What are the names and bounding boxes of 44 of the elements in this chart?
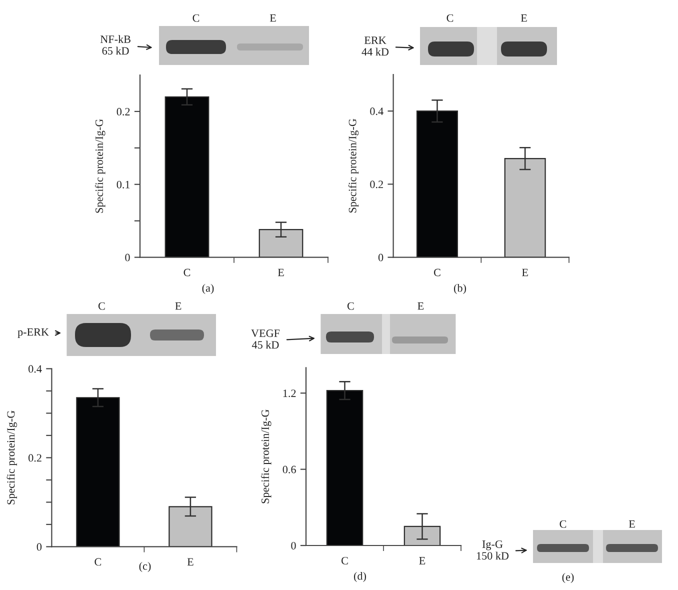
text: C <box>446 14 454 22</box>
y-tick-label: 0.2 <box>370 180 383 188</box>
x-tick-label: E <box>187 558 194 566</box>
y-tick-label: 0.4 <box>370 108 384 116</box>
text: C <box>347 302 354 310</box>
y-tick-label: 1.2 <box>283 390 296 398</box>
x-tick-label: C <box>94 558 102 566</box>
text: (e) <box>562 572 574 584</box>
text: C <box>560 520 566 528</box>
y-tick-label: 0.4 <box>28 365 42 373</box>
text: (b) <box>454 284 466 294</box>
x-tick-label: E <box>278 268 284 276</box>
y-tick-label: 0.2 <box>28 454 42 462</box>
y-tick-label: 0.6 <box>282 466 296 474</box>
text: E <box>175 302 182 310</box>
text: E <box>418 302 424 310</box>
x-tick-label: C <box>342 556 348 564</box>
x-tick-label: E <box>522 268 528 276</box>
text: C <box>192 14 200 22</box>
text: E <box>270 14 276 22</box>
y-axis-title: Specific protein/Ig-G <box>261 410 272 504</box>
x-tick-label: E <box>419 557 426 564</box>
text: NF-kB 65 kD <box>100 35 130 55</box>
y-tick-label: 0 <box>125 254 130 262</box>
text: E <box>520 14 527 22</box>
y-axis-title: Specific protein/Ig-G <box>6 410 17 504</box>
y-axis-title: Specific protein/Ig-G <box>348 118 359 213</box>
text: Ig-G 150 kD <box>476 540 509 560</box>
y-tick-label: 0.1 <box>116 180 130 188</box>
text: VEGF 45 kD <box>251 330 280 349</box>
y-tick-label: 0 <box>378 254 384 262</box>
text: p-ERK <box>18 328 49 338</box>
text: E <box>628 520 635 528</box>
text: (d) <box>354 572 366 582</box>
x-tick-label: C <box>184 268 190 276</box>
text: C <box>98 302 105 310</box>
y-axis-title: Specific protein/Ig-G <box>95 119 106 213</box>
text: ERK 44 kD <box>362 36 389 56</box>
y-tick-label: 0.2 <box>116 108 130 116</box>
text: (a) <box>202 284 214 294</box>
text: (c) <box>139 562 151 572</box>
x-tick-label: C <box>434 268 440 276</box>
y-tick-label: 0 <box>36 543 42 551</box>
y-tick-label: 0 <box>291 542 296 550</box>
